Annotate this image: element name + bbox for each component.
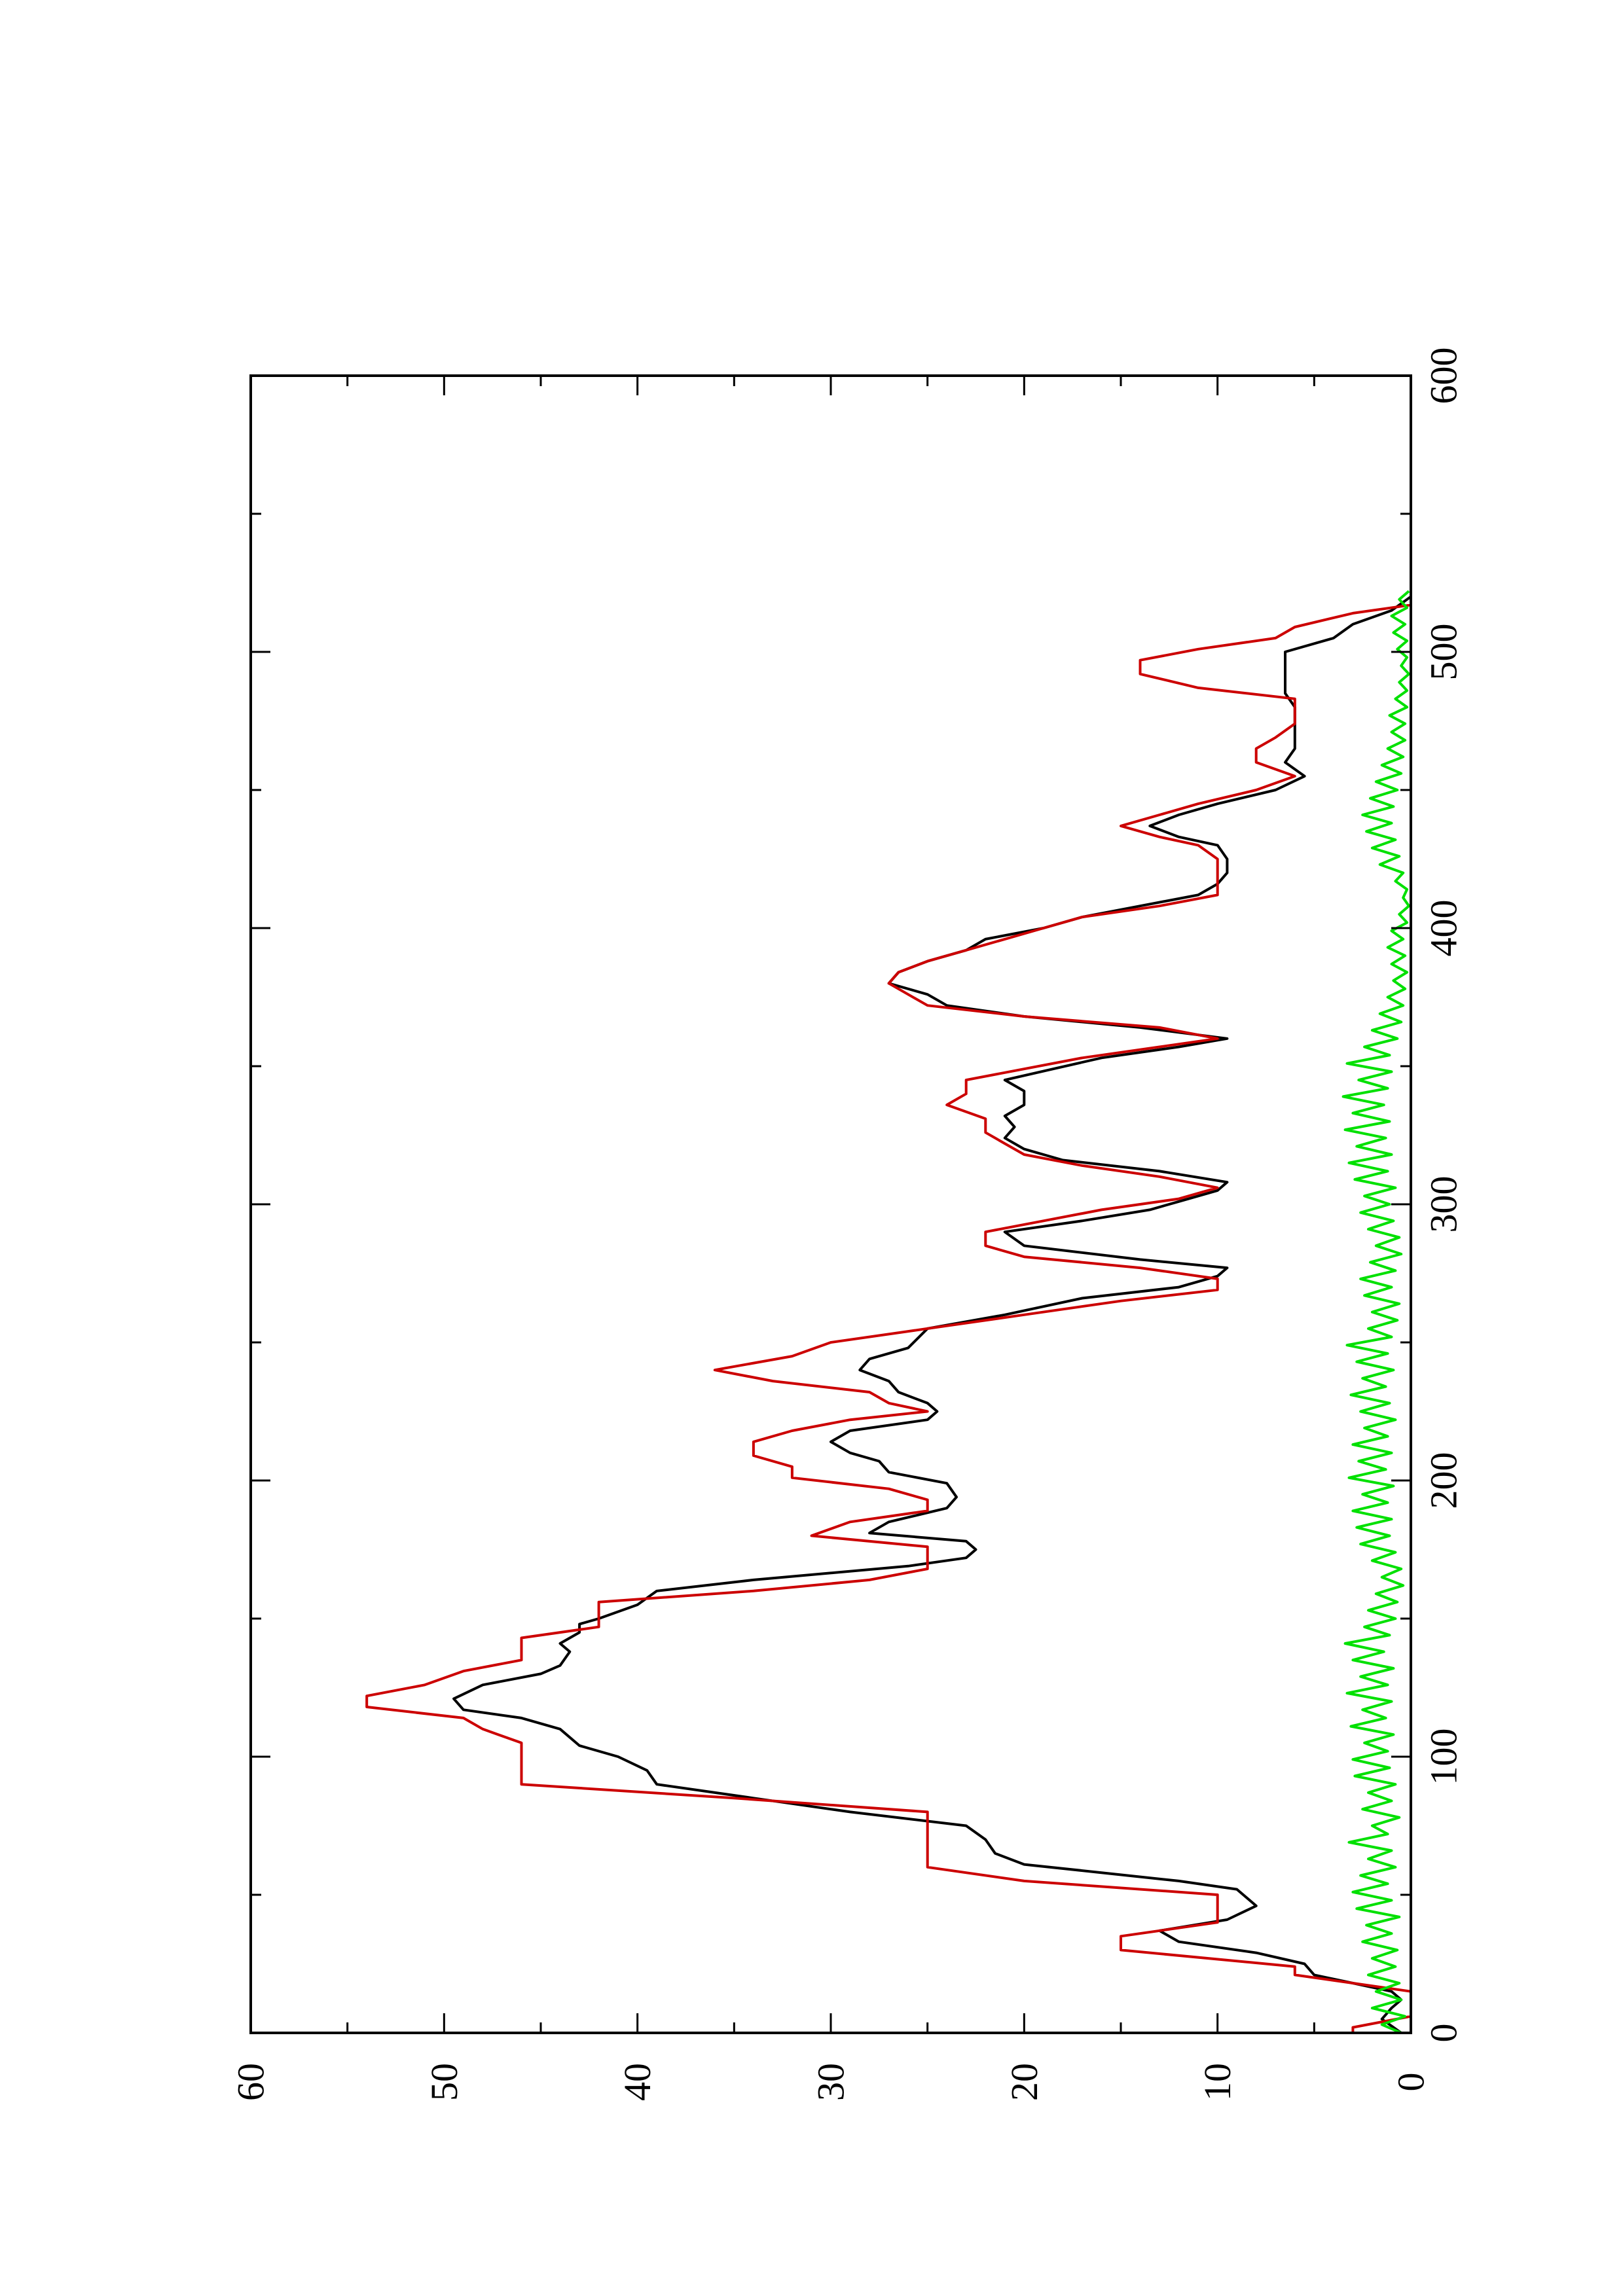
- plot-layer: [365, 590, 1412, 2034]
- x-axis-tick-label: 400: [1423, 900, 1465, 957]
- series-line-2: [365, 596, 1412, 2033]
- y-axis-tick-label: 50: [423, 2063, 465, 2101]
- x-axis-tick-label: 0: [1423, 2024, 1465, 2043]
- y-axis-tick-label: 60: [230, 2063, 272, 2101]
- x-axis-tick-label: 300: [1423, 1176, 1465, 1233]
- y-axis-tick-label: 30: [810, 2063, 852, 2101]
- series-line-3: [1341, 590, 1410, 2034]
- x-axis-tick-label: 600: [1423, 348, 1465, 404]
- ticks-layer: 0 100 200 300 400 500 600 0 10 20 30 40 50 60: [230, 348, 1465, 2102]
- x-axis-tick-label: 200: [1423, 1452, 1465, 1509]
- y-axis-tick-label: 20: [1003, 2063, 1046, 2101]
- x-axis-tick-label: 500: [1423, 624, 1465, 681]
- y-axis-tick-label: 40: [616, 2063, 659, 2101]
- series-line-1: [452, 595, 1412, 2034]
- y-axis-tick-label: 10: [1196, 2063, 1239, 2101]
- plot-frame: [249, 374, 1412, 2034]
- x-axis-tick-label: 100: [1423, 1729, 1465, 1785]
- y-axis-tick-label: 0: [1390, 2073, 1432, 2092]
